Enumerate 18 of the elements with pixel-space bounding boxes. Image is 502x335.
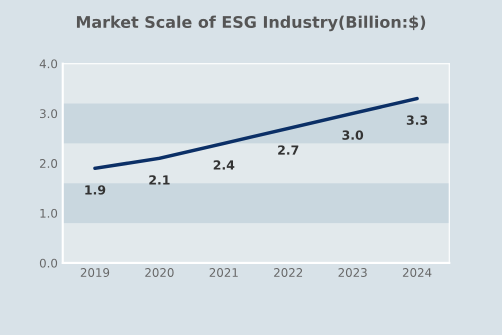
data-label: 2.1 <box>149 175 170 184</box>
data-label: 1.9 <box>85 185 106 195</box>
x-tick-label: 2023 <box>338 268 367 277</box>
chart-title: Market Scale of ESG Industry(Billion:$) <box>76 16 426 32</box>
x-tick-label: 2024 <box>402 268 432 277</box>
x-tick-label: 2021 <box>210 268 238 277</box>
y-tick-label: 0.0 <box>40 258 58 268</box>
x-tick-label: 2022 <box>274 268 302 277</box>
x-tick-label: 2019 <box>80 268 110 277</box>
y-tick-label: 2.0 <box>40 159 58 168</box>
y-tick-label: 1.0 <box>40 208 58 218</box>
data-label: 2.7 <box>278 145 298 155</box>
data-label: 3.3 <box>406 115 428 125</box>
data-label: 2.4 <box>214 160 234 170</box>
y-tick-label: 3.0 <box>40 109 58 118</box>
x-tick-label: 2020 <box>145 268 174 277</box>
y-tick-label: 4.0 <box>40 59 58 68</box>
data-label: 3.0 <box>342 130 364 140</box>
